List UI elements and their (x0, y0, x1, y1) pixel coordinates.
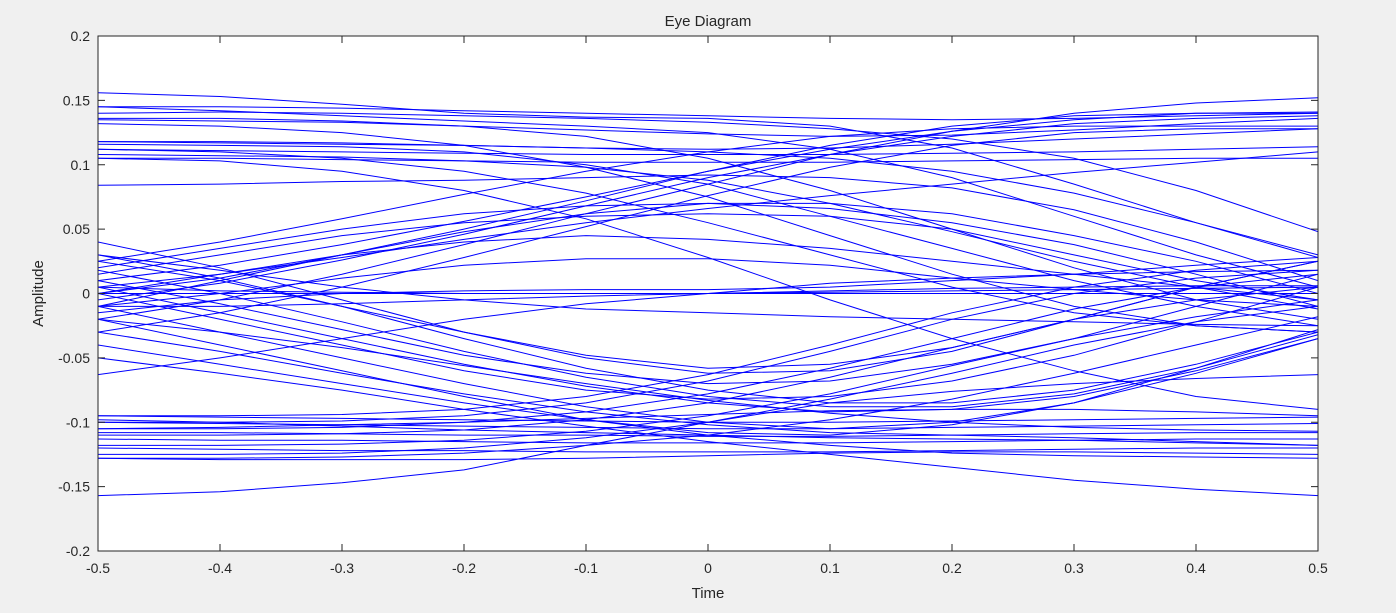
eye-trace (98, 419, 1318, 446)
eye-trace (98, 254, 1318, 327)
eye-trace (98, 447, 1318, 453)
eye-trace (98, 318, 1318, 432)
eye-trace (98, 273, 1318, 385)
eye-trace (98, 174, 1318, 282)
eye-trace (98, 117, 1318, 137)
y-tick-label: -0.2 (66, 543, 90, 559)
eye-trace (98, 318, 1318, 436)
x-tick-label: 0 (704, 560, 712, 576)
y-axis-label: Amplitude (30, 260, 47, 327)
eye-trace (98, 260, 1318, 417)
y-tick-label: -0.1 (66, 414, 90, 430)
x-tick-label: -0.4 (208, 560, 232, 576)
x-tick-label: 0.1 (820, 560, 840, 576)
eye-trace (98, 202, 1318, 307)
x-tick-label: -0.1 (574, 560, 598, 576)
eye-trace (98, 213, 1318, 301)
y-tick-label: 0 (82, 286, 90, 302)
eye-trace (98, 146, 1318, 155)
chart-title: Eye Diagram (665, 13, 752, 30)
x-axis-label: Time (692, 585, 725, 602)
eye-trace (98, 286, 1318, 436)
eye-trace (98, 128, 1318, 150)
y-tick-label: -0.05 (58, 350, 90, 366)
eye-trace (98, 286, 1318, 400)
eye-trace (98, 269, 1318, 408)
eye-trace (98, 92, 1318, 258)
eye-trace (98, 115, 1318, 301)
x-tick-label: 0.3 (1064, 560, 1084, 576)
eye-trace (98, 157, 1318, 163)
eye-trace (98, 154, 1318, 310)
axis-ticks: -0.5 -0.4 -0.3 -0.2 -0.1 0 0.1 0.2 0.3 0.4 0.5 -0.2… (58, 28, 1328, 576)
eye-trace (98, 106, 1318, 121)
eye-trace (98, 331, 1318, 446)
y-tick-label: 0.15 (63, 92, 90, 108)
eye-trace (98, 438, 1318, 444)
x-tick-label: 0.2 (942, 560, 962, 576)
trace-lines (98, 92, 1318, 497)
eye-trace (98, 432, 1318, 437)
eye-trace (98, 235, 1318, 301)
eye-trace (98, 257, 1318, 314)
y-tick-label: -0.15 (58, 479, 90, 495)
eye-trace (98, 451, 1318, 461)
x-tick-label: -0.5 (86, 560, 110, 576)
eye-trace (98, 285, 1318, 307)
eye-trace (98, 357, 1318, 497)
x-tick-label: -0.3 (330, 560, 354, 576)
eye-trace (98, 415, 1318, 423)
eye-trace (98, 125, 1318, 262)
y-tick-label: 0.1 (71, 157, 91, 173)
x-tick-label: 0.4 (1186, 560, 1206, 576)
x-tick-label: -0.2 (452, 560, 476, 576)
eye-trace (98, 273, 1318, 430)
eye-trace (98, 106, 1318, 288)
y-tick-label: 0.2 (71, 28, 91, 44)
y-tick-label: 0.05 (63, 221, 90, 237)
eye-trace (98, 260, 1318, 369)
eye-trace (98, 408, 1318, 430)
eye-trace (98, 269, 1318, 423)
eye-trace (98, 157, 1318, 410)
x-tick-label: 0.5 (1308, 560, 1328, 576)
eye-trace (98, 299, 1318, 446)
